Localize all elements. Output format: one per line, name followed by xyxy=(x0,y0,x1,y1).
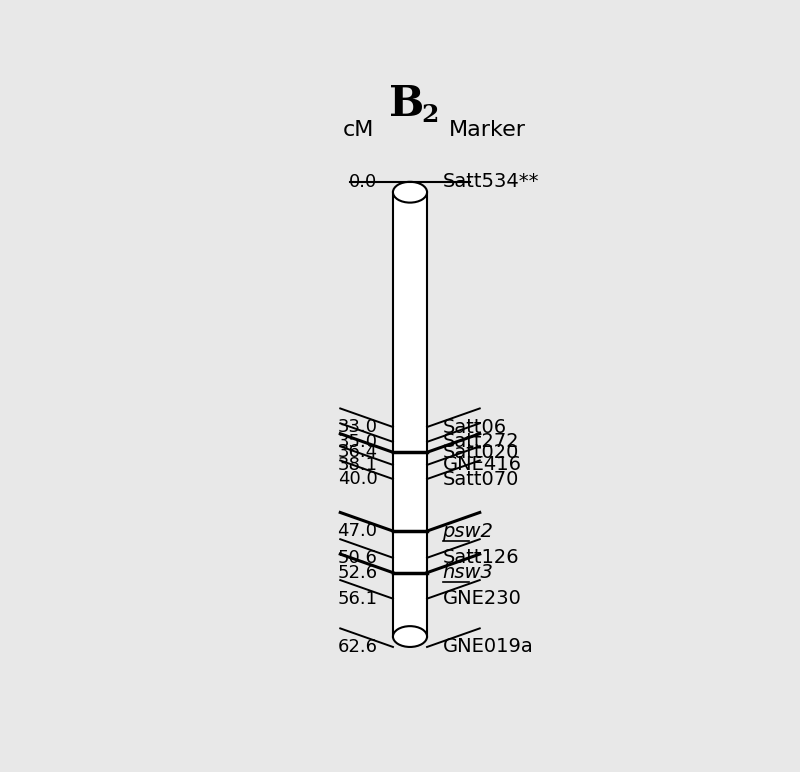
Text: 62.6: 62.6 xyxy=(338,638,378,656)
Text: 40.0: 40.0 xyxy=(338,470,378,488)
Text: GNE230: GNE230 xyxy=(442,589,522,608)
Text: cM: cM xyxy=(343,120,374,140)
Text: psw2: psw2 xyxy=(442,522,494,540)
Ellipse shape xyxy=(393,626,427,647)
Text: 52.6: 52.6 xyxy=(338,564,378,581)
Text: hsw3: hsw3 xyxy=(442,563,494,582)
Text: GNE019a: GNE019a xyxy=(442,638,534,656)
Text: Satt020: Satt020 xyxy=(442,443,519,462)
Text: Satt06: Satt06 xyxy=(442,418,506,436)
Text: Satt272: Satt272 xyxy=(442,432,519,452)
Text: 38.1: 38.1 xyxy=(338,456,378,474)
Text: Marker: Marker xyxy=(449,120,526,140)
Text: 47.0: 47.0 xyxy=(338,522,378,540)
Bar xyxy=(393,192,427,637)
Text: 0.0: 0.0 xyxy=(349,173,378,191)
Text: 50.6: 50.6 xyxy=(338,549,378,567)
Text: Satt070: Satt070 xyxy=(442,469,519,489)
Text: 56.1: 56.1 xyxy=(338,590,378,608)
Text: B: B xyxy=(390,83,425,125)
Ellipse shape xyxy=(393,181,427,202)
Text: GNE416: GNE416 xyxy=(442,455,522,475)
Text: 2: 2 xyxy=(421,103,438,127)
Text: 35.0: 35.0 xyxy=(338,433,378,451)
Text: Satt126: Satt126 xyxy=(442,548,519,567)
Text: 36.4: 36.4 xyxy=(338,443,378,462)
Text: Satt534**: Satt534** xyxy=(442,172,539,191)
Text: 33.0: 33.0 xyxy=(338,418,378,436)
